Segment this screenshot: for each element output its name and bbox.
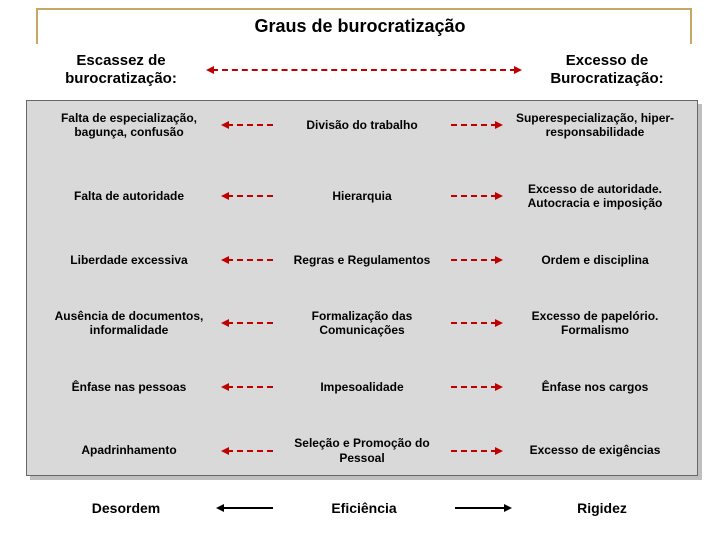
header-arrow-icon (212, 69, 516, 71)
table-row: Apadrinhamento Seleção e Promoção do Pes… (35, 436, 689, 465)
footer-left: Desordem (36, 500, 216, 516)
table-row: Ausência de documentos, informalidade Fo… (35, 309, 689, 338)
panel: Falta de especialização, bagunça, confus… (26, 100, 698, 476)
footer-center: Eficiência (279, 500, 449, 516)
header-row: Escassez deburocratização: Excesso deBur… (36, 52, 692, 88)
row-left: Ênfase nas pessoas (35, 380, 223, 394)
row-right: Ordem e disciplina (501, 253, 689, 267)
arrow-right-icon (451, 450, 497, 452)
row-center: Seleção e Promoção do Pessoal (277, 436, 447, 465)
header-right: Excesso deBurocratização: (522, 52, 692, 88)
row-center: Hierarquia (277, 189, 447, 203)
arrow-left-icon (227, 450, 273, 452)
header-left: Escassez deburocratização: (36, 52, 206, 88)
arrow-right-icon (451, 322, 497, 324)
row-left: Ausência de documentos, informalidade (35, 309, 223, 338)
row-center: Divisão do trabalho (277, 118, 447, 132)
arrow-left-icon (227, 259, 273, 261)
arrow-right-icon (451, 124, 497, 126)
row-right: Excesso de papelório. Formalismo (501, 309, 689, 338)
footer-row: Desordem Eficiência Rigidez (36, 500, 692, 516)
arrow-right-icon (451, 386, 497, 388)
row-right: Superespecialização, hiper-responsabilid… (501, 111, 689, 140)
row-center: Impesoalidade (277, 380, 447, 394)
row-left: Falta de autoridade (35, 189, 223, 203)
arrow-left-icon (227, 322, 273, 324)
row-left: Apadrinhamento (35, 443, 223, 457)
table-row: Liberdade excessiva Regras e Regulamento… (35, 253, 689, 267)
row-right: Ênfase nos cargos (501, 380, 689, 394)
arrow-left-icon (227, 386, 273, 388)
row-right: Excesso de autoridade. Autocracia e impo… (501, 182, 689, 211)
table-row: Falta de especialização, bagunça, confus… (35, 111, 689, 140)
table-row: Ênfase nas pessoas Impesoalidade Ênfase … (35, 380, 689, 394)
row-center: Regras e Regulamentos (277, 253, 447, 267)
arrow-left-icon (227, 195, 273, 197)
arrow-left-icon (227, 124, 273, 126)
row-left: Liberdade excessiva (35, 253, 223, 267)
footer-arrow-left-icon (222, 507, 273, 509)
row-left: Falta de especialização, bagunça, confus… (35, 111, 223, 140)
arrow-right-icon (451, 259, 497, 261)
arrow-right-icon (451, 195, 497, 197)
page-title: Graus de burocratização (0, 16, 720, 37)
footer-right: Rigidez (512, 500, 692, 516)
table-row: Falta de autoridade Hierarquia Excesso d… (35, 182, 689, 211)
row-center: Formalização das Comunicações (277, 309, 447, 338)
footer-arrow-right-icon (455, 507, 506, 509)
row-right: Excesso de exigências (501, 443, 689, 457)
